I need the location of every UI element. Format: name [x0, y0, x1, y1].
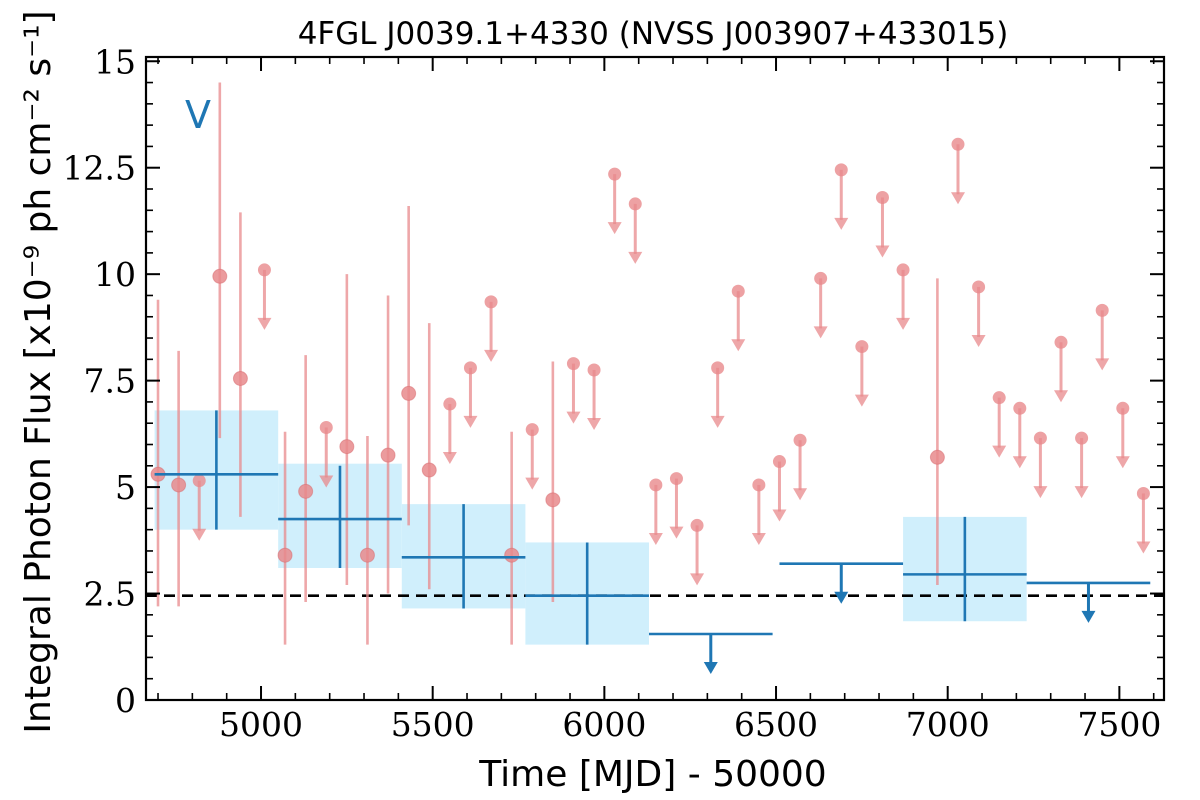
axis-ticks: 5000 5500 6000 6500 7000 7500 0 2.5 5 7.5 10 12.5 15 [63, 42, 1164, 744]
short-bin-point [359, 547, 375, 563]
short-bin-point [298, 483, 314, 499]
short-bin-upper-limit-arrow-head [971, 334, 986, 347]
short-bin-upper-limit-arrow-head [566, 411, 581, 424]
short-bin-point [929, 449, 945, 465]
y-axis-label: Integral Photon Flux [x10⁻⁹ ph cm⁻² s⁻¹] [18, 10, 59, 733]
short-bin-upper-limit-arrow-head [525, 477, 540, 490]
short-bin-point [504, 547, 520, 563]
short-bin-point [232, 371, 248, 386]
short-bin-point [212, 268, 228, 284]
short-bin-upper-limit-arrow-head [772, 509, 787, 522]
y-tick-label: 15 [94, 42, 136, 81]
y-tick-label: 5 [115, 468, 136, 507]
short-bin-upper-limit-arrow-head [1053, 390, 1068, 403]
short-bin-upper-limit-arrow-head [1074, 486, 1089, 499]
x-axis-label: Time [MJD] - 50000 [478, 754, 826, 795]
x-tick-label: 6500 [734, 705, 818, 744]
short-bin-upper-limit-arrow-head [587, 417, 602, 430]
short-bin-upper-limit-arrow-head [992, 445, 1007, 458]
x-tick-label: 5000 [219, 705, 303, 744]
short-bin-point [339, 439, 355, 455]
panel-letter: V [185, 93, 211, 137]
short-bin-upper-limit-arrow-head [319, 475, 334, 488]
short-bin-upper-limit-arrow-head [896, 317, 911, 330]
y-tick-label: 2.5 [84, 575, 136, 614]
short-bin-upper-limit-arrow-head [442, 452, 457, 465]
short-bin-upper-limit-arrow-head [648, 532, 663, 545]
short-bin-point [277, 547, 293, 563]
short-bin-upper-limit-arrow-head [813, 326, 828, 339]
long-bin-upper-limit-arrow-head [1081, 610, 1096, 623]
chart-title: 4FGL J0039.1+4330 (NVSS J003907+433015) [298, 16, 1009, 52]
short-bin-upper-limit-arrow-head [1012, 456, 1027, 469]
short-bin-upper-limit-arrow-head [628, 251, 643, 264]
y-tick-label: 0 [115, 681, 136, 720]
x-tick-label: 7000 [906, 705, 990, 744]
x-tick-label: 7500 [1077, 705, 1161, 744]
short-bin-upper-limit-arrow-head [607, 222, 622, 235]
short-bin-upper-limit-arrow-head [1095, 358, 1110, 371]
x-tick-label: 5500 [391, 705, 475, 744]
x-tick-label: 6000 [562, 705, 646, 744]
short-bin-upper-limit-arrow-head [875, 245, 890, 258]
short-bin-upper-limit-arrow-head [1136, 541, 1151, 554]
y-tick-label: 7.5 [84, 362, 136, 401]
short-bin-upper-limit-arrow-head [751, 532, 766, 545]
short-bin-upper-limit-arrow-head [710, 415, 725, 428]
short-bin-upper-limit-arrow-head [257, 317, 272, 330]
short-bin-upper-limit-arrow-head [950, 192, 965, 205]
short-bin-point [545, 492, 561, 508]
short-bin-upper-limit-arrow-head [690, 573, 705, 586]
plot-area [146, 82, 1164, 674]
short-bin-upper-limit-arrow-head [1115, 456, 1130, 469]
short-bin-point [401, 385, 417, 401]
short-bin-upper-limit-arrow-head [463, 415, 478, 428]
short-bin-upper-limit-arrow-head [669, 526, 684, 539]
short-bin-upper-limit-arrow-head [854, 394, 869, 407]
short-bin-upper-limit-arrow-head [834, 217, 849, 230]
short-bin-point [421, 462, 437, 478]
short-bin-upper-limit-arrow-head [731, 339, 746, 352]
long-bin-upper-limit-arrow-head [703, 661, 718, 674]
y-tick-label: 12.5 [63, 149, 136, 188]
short-bin-point [171, 477, 187, 493]
short-bin-point [380, 447, 396, 463]
plot-frame [144, 55, 1166, 702]
short-bin-upper-limit-arrow-head [192, 528, 207, 541]
y-tick-label: 10 [94, 255, 136, 294]
short-bin-upper-limit-arrow-head [484, 349, 499, 362]
short-bin-upper-limit-arrow-head [793, 488, 808, 501]
long-bin-upper-limit-arrow-head [834, 591, 849, 604]
short-bin-upper-limit-arrow-head [1033, 486, 1048, 499]
